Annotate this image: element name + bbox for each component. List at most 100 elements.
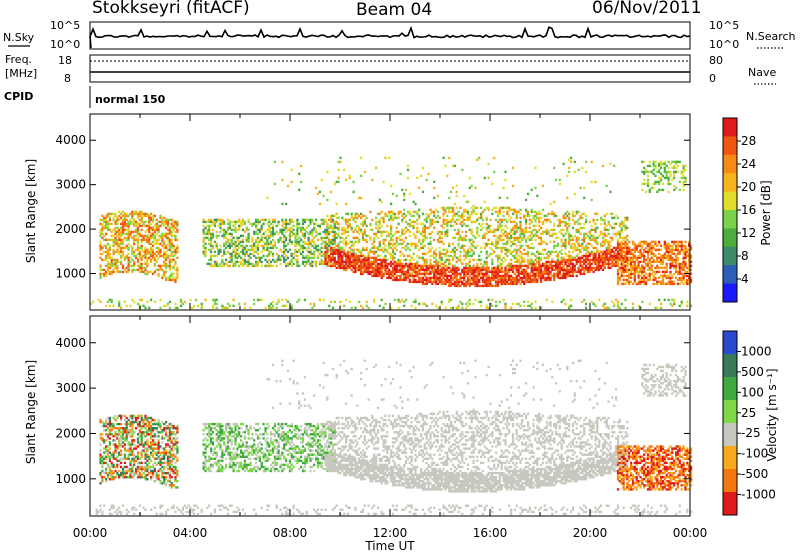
heatmap-cell bbox=[577, 252, 580, 256]
heatmap-cell bbox=[585, 160, 588, 164]
heatmap-cell bbox=[594, 304, 597, 308]
heatmap-cell bbox=[555, 268, 558, 272]
heatmap-cell bbox=[208, 224, 211, 228]
heatmap-cell bbox=[320, 260, 323, 264]
heatmap-cell bbox=[416, 228, 419, 232]
heatmap-cell bbox=[405, 188, 408, 192]
heatmap-cell bbox=[583, 260, 586, 264]
heatmap-cell bbox=[620, 260, 623, 264]
heatmap-cell bbox=[346, 250, 350, 254]
heatmap-cell bbox=[571, 210, 575, 214]
heatmap-cell bbox=[536, 274, 539, 278]
heatmap-cell bbox=[108, 246, 111, 250]
heatmap-cell bbox=[558, 220, 561, 224]
heatmap-cell bbox=[596, 236, 599, 240]
heatmap-cell bbox=[543, 272, 546, 276]
heatmap-cell bbox=[311, 252, 314, 256]
heatmap-cell bbox=[446, 206, 449, 210]
heatmap-cell bbox=[131, 212, 134, 216]
heatmap-cell bbox=[262, 254, 265, 258]
heatmap-cell bbox=[534, 218, 537, 222]
heatmap-cell bbox=[583, 196, 586, 200]
heatmap-cell bbox=[588, 262, 591, 266]
heatmap-cell bbox=[414, 266, 417, 270]
heatmap-cell bbox=[324, 220, 327, 224]
heatmap-cell bbox=[633, 246, 636, 250]
heatmap-cell bbox=[105, 258, 108, 262]
heatmap-cell bbox=[568, 236, 571, 240]
heatmap-cell bbox=[335, 250, 338, 254]
heatmap-cell bbox=[300, 164, 303, 168]
heatmap-cell bbox=[202, 252, 205, 256]
heatmap-cell bbox=[363, 230, 366, 234]
heatmap-cell bbox=[631, 306, 635, 310]
heatmap-cell bbox=[384, 268, 387, 272]
heatmap-cell bbox=[305, 254, 308, 258]
heatmap-cell bbox=[375, 226, 378, 230]
heatmap-cell bbox=[391, 216, 395, 220]
heatmap-cell bbox=[571, 274, 575, 278]
heatmap-cell bbox=[510, 274, 513, 278]
heatmap-cell bbox=[135, 268, 138, 272]
heatmap-cell bbox=[412, 252, 415, 256]
heatmap-cell bbox=[523, 270, 526, 274]
heatmap-cell bbox=[341, 262, 344, 266]
heatmap-cell bbox=[525, 218, 528, 222]
heatmap-cell bbox=[485, 268, 488, 272]
heatmap-cell bbox=[360, 252, 363, 256]
heatmap-cell bbox=[504, 170, 507, 174]
heatmap-cell bbox=[549, 202, 552, 206]
heatmap-cell bbox=[166, 278, 170, 282]
heatmap-cell bbox=[643, 254, 646, 258]
heatmap-cell bbox=[140, 218, 143, 222]
heatmap-cell bbox=[646, 278, 650, 282]
heatmap-cell bbox=[652, 240, 655, 244]
heatmap-cell bbox=[515, 228, 518, 232]
heatmap-cell bbox=[568, 256, 571, 260]
heatmap-cell bbox=[120, 262, 123, 266]
heatmap-cell bbox=[609, 236, 612, 240]
heatmap-cell bbox=[504, 218, 507, 222]
heatmap-cell bbox=[168, 266, 171, 270]
heatmap-cell bbox=[296, 242, 299, 246]
heatmap-cell bbox=[330, 230, 333, 234]
heatmap-cell bbox=[206, 230, 209, 234]
heatmap-cell bbox=[320, 258, 323, 262]
heatmap-cell bbox=[172, 222, 175, 226]
heatmap-cell bbox=[491, 304, 494, 308]
heatmap-cell bbox=[378, 254, 381, 258]
heatmap-cell bbox=[330, 226, 333, 230]
heatmap-cell bbox=[346, 260, 350, 264]
heatmap-cell bbox=[232, 254, 235, 258]
heatmap-cell bbox=[285, 254, 288, 258]
heatmap-cell bbox=[211, 232, 215, 236]
heatmap-cell bbox=[506, 278, 509, 282]
heatmap-cell bbox=[110, 234, 113, 238]
heatmap-cell bbox=[328, 254, 331, 258]
heatmap-cell bbox=[120, 234, 123, 238]
heatmap-cell bbox=[174, 250, 177, 254]
heatmap-cell bbox=[121, 218, 125, 222]
heatmap-cell bbox=[622, 282, 625, 286]
heatmap-cell bbox=[523, 272, 526, 276]
heatmap-cell bbox=[466, 272, 470, 276]
heatmap-cell bbox=[356, 266, 359, 270]
heatmap-cell bbox=[528, 238, 531, 242]
heatmap-cell bbox=[243, 306, 246, 310]
heatmap-cell bbox=[215, 306, 218, 310]
heatmap-cell bbox=[172, 228, 175, 232]
heatmap-cell bbox=[639, 260, 642, 264]
heatmap-cell bbox=[513, 210, 516, 214]
heatmap-cell bbox=[286, 264, 290, 268]
heatmap-cell bbox=[153, 256, 156, 260]
heatmap-cell bbox=[112, 252, 115, 256]
heatmap-cell bbox=[395, 276, 398, 280]
heatmap-cell bbox=[249, 306, 252, 310]
heatmap-cell bbox=[363, 262, 366, 266]
heatmap-cell bbox=[543, 266, 546, 270]
heatmap-cell bbox=[500, 282, 503, 286]
heatmap-cell bbox=[425, 276, 428, 280]
heatmap-cell bbox=[624, 266, 627, 270]
heatmap-cell bbox=[427, 216, 430, 220]
heatmap-cell bbox=[540, 264, 543, 268]
